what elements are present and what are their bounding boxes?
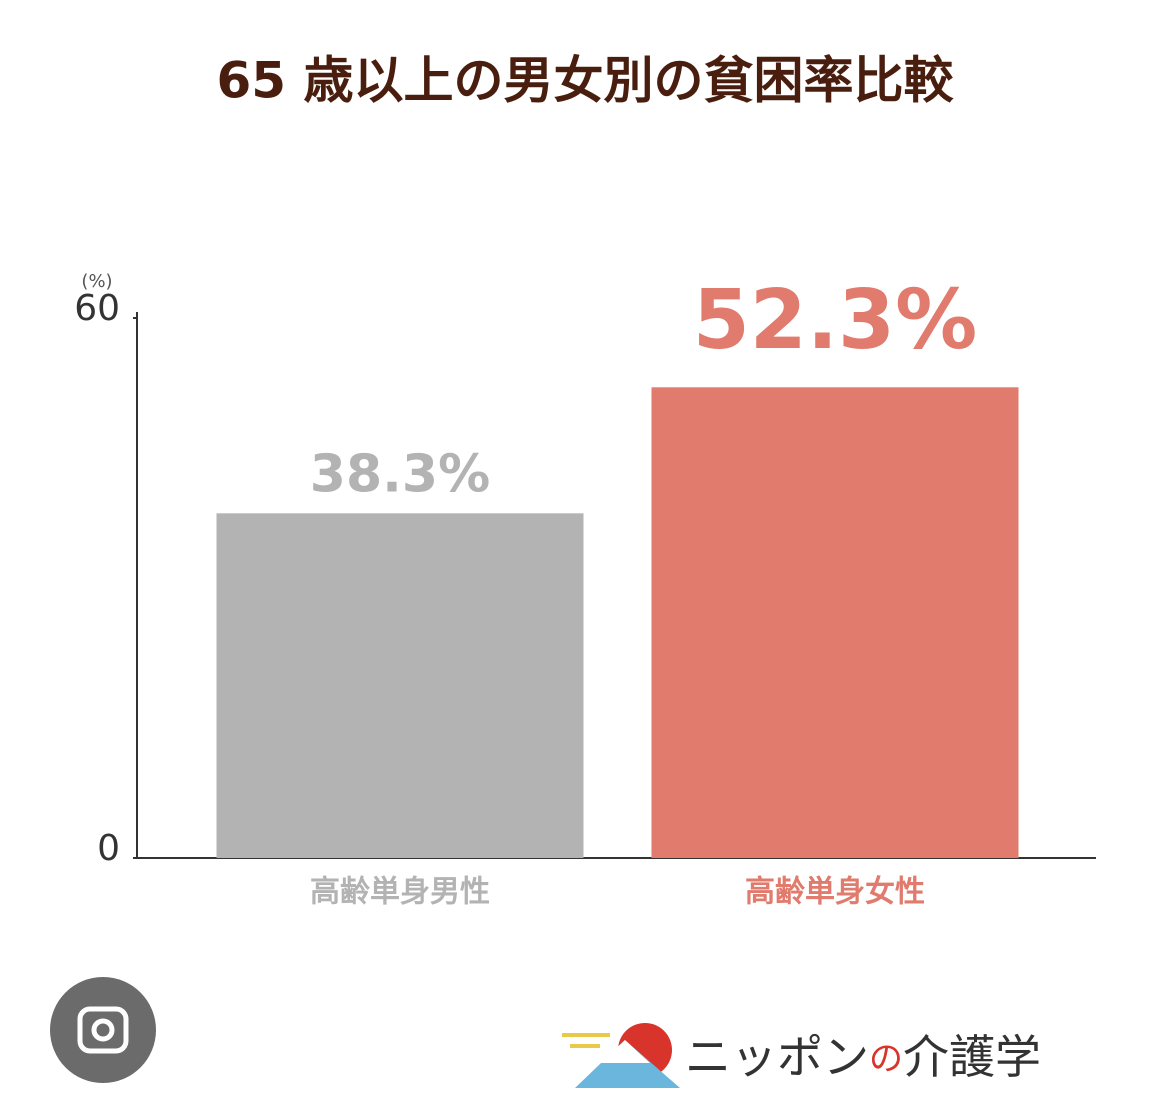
logo-mountain	[575, 1040, 680, 1088]
logo-part: の	[869, 1039, 903, 1079]
value-label: 52.3%	[693, 273, 977, 368]
value-label: 38.3%	[310, 444, 490, 504]
lens-icon	[77, 1006, 129, 1054]
lens-bg[interactable]	[50, 977, 156, 1083]
logo-part: 介護学	[903, 1030, 1041, 1084]
logo-mark	[562, 1023, 680, 1088]
y-tick-label: 0	[97, 828, 120, 869]
chart-title: 65 歳以上の男女別の貧困率比較	[217, 52, 955, 110]
logo-snow	[600, 1040, 650, 1063]
logo-text: ニッポンの介護学	[685, 1030, 1041, 1084]
lens-button[interactable]	[50, 977, 156, 1083]
y-unit: (%)	[81, 271, 112, 292]
y-tick-label: 60	[74, 288, 120, 329]
x-tick-label: 高齢単身女性	[745, 875, 925, 910]
bar	[651, 387, 1019, 858]
bar	[216, 513, 584, 858]
lens-icon-dot	[91, 1018, 115, 1042]
x-tick-label: 高齢単身男性	[310, 875, 490, 910]
logo-part: ニッポン	[685, 1030, 869, 1084]
